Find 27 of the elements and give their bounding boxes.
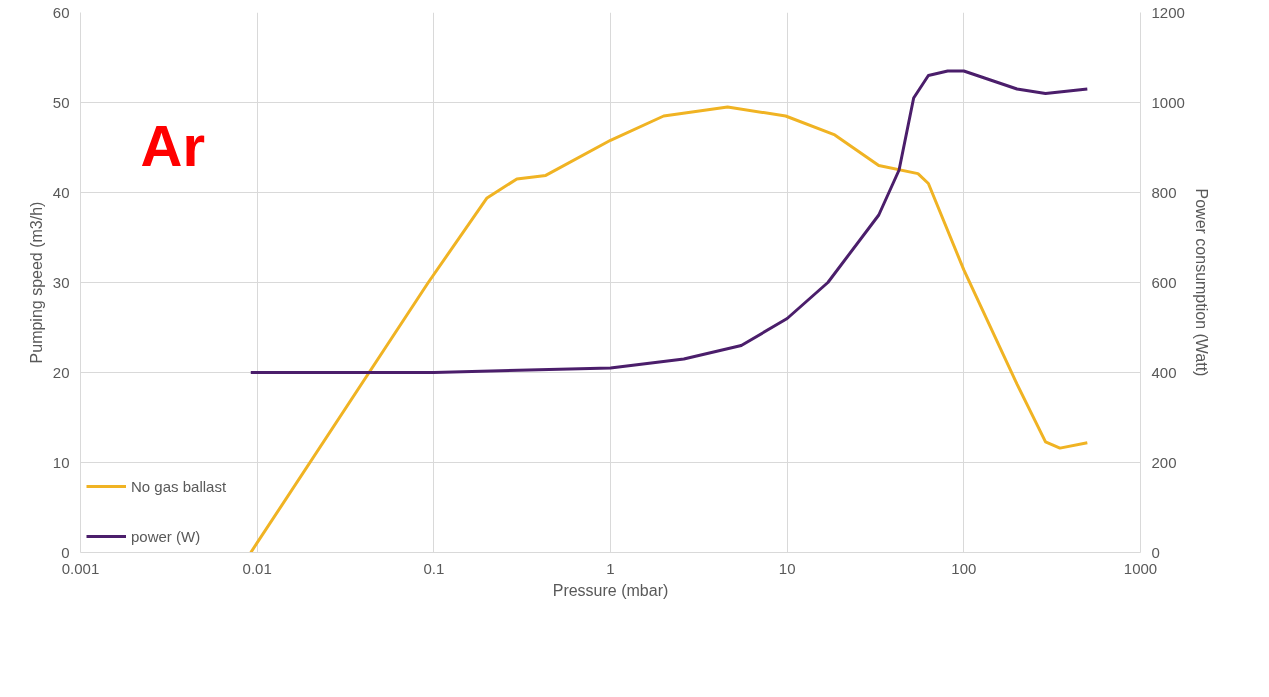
x-tick-label: 1	[606, 559, 615, 577]
y2-tick-label: 600	[1151, 273, 1177, 291]
y2-tick-label: 1000	[1151, 93, 1185, 111]
y-tick-label: 30	[52, 273, 70, 291]
y2-tick-label: 400	[1151, 363, 1177, 381]
y-tick-label: 50	[52, 93, 70, 111]
x-axis-title: Pressure (mbar)	[552, 581, 669, 599]
y-tick-label: 0	[61, 543, 70, 561]
y-tick-label: 40	[52, 183, 70, 201]
x-tick-label: 1000	[1123, 559, 1158, 577]
x-tick-label: 100	[951, 559, 977, 577]
x-tick-label: 0.01	[242, 559, 272, 577]
y-tick-label: 60	[52, 3, 70, 21]
y2-axis-title: Power consumption (Watt)	[1192, 188, 1210, 377]
y2-tick-label: 200	[1151, 453, 1177, 471]
y2-tick-label: 1200	[1151, 3, 1185, 21]
legend-label: No gas ballast	[131, 477, 227, 495]
y2-tick-label: 800	[1151, 183, 1177, 201]
y2-tick-label: 0	[1151, 543, 1160, 561]
annotation: Ar	[140, 112, 205, 178]
y-axis-title: Pumping speed (m3/h)	[27, 201, 45, 364]
y-tick-label: 10	[52, 453, 70, 471]
x-tick-label: 10	[778, 559, 796, 577]
legend-label: power (W)	[131, 527, 201, 545]
y-tick-label: 20	[52, 363, 70, 381]
x-tick-label: 0.001	[61, 559, 100, 577]
x-tick-label: 0.1	[423, 559, 445, 577]
